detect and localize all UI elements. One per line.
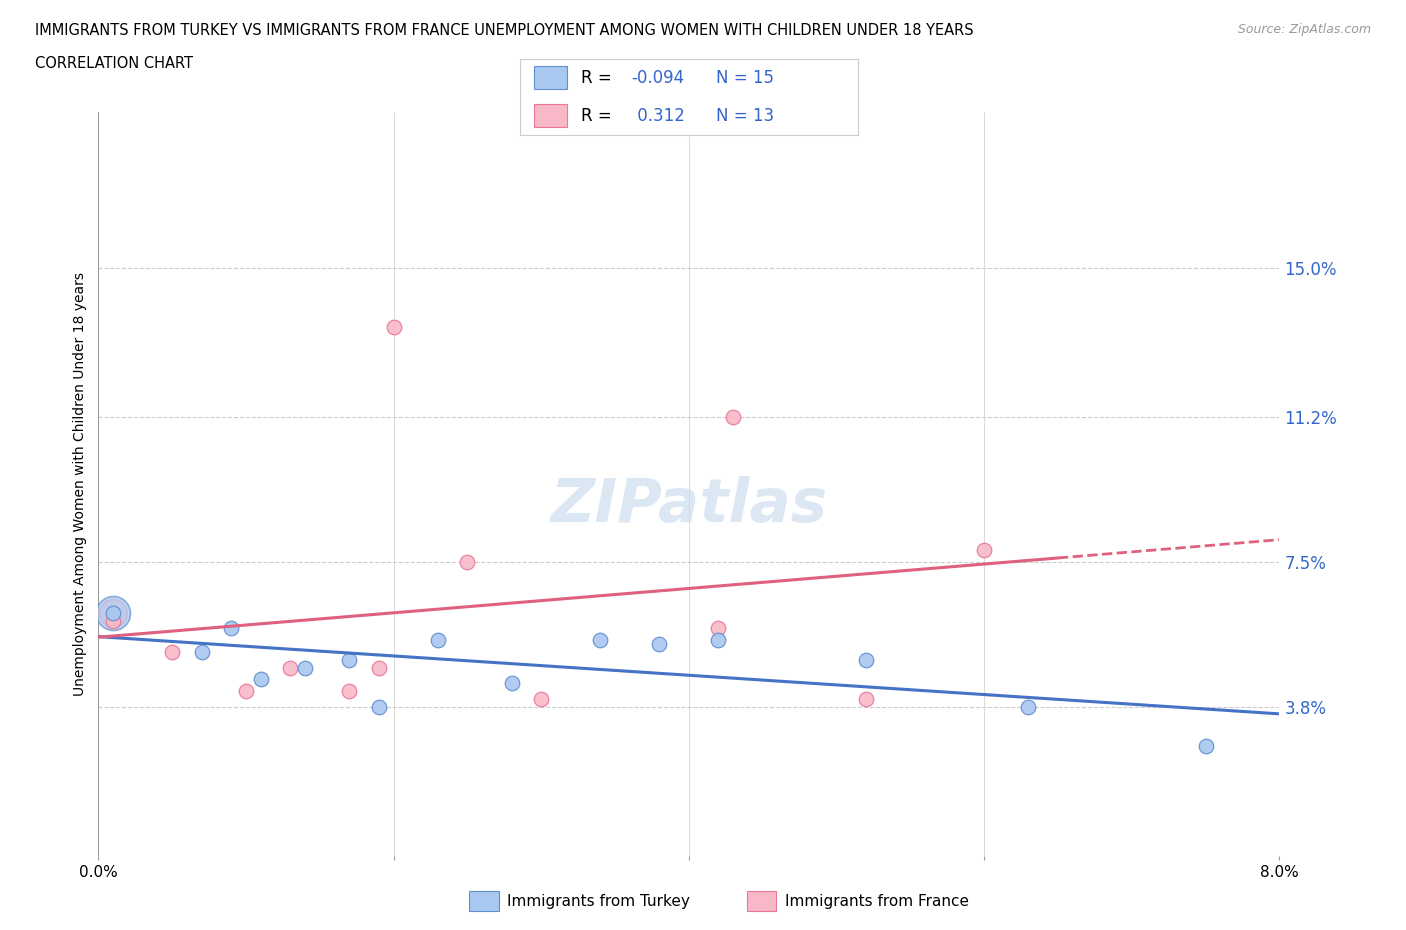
- Point: [337, 684, 360, 698]
- Text: IMMIGRANTS FROM TURKEY VS IMMIGRANTS FROM FRANCE UNEMPLOYMENT AMONG WOMEN WITH C: IMMIGRANTS FROM TURKEY VS IMMIGRANTS FRO…: [35, 23, 974, 38]
- Point: [367, 660, 389, 675]
- Point: [530, 692, 553, 707]
- Point: [278, 660, 301, 675]
- Text: Source: ZipAtlas.com: Source: ZipAtlas.com: [1237, 23, 1371, 36]
- Y-axis label: Unemployment Among Women with Children Under 18 years: Unemployment Among Women with Children U…: [73, 272, 87, 696]
- Point: [1194, 738, 1216, 753]
- Text: N = 15: N = 15: [716, 69, 773, 86]
- Point: [382, 320, 405, 335]
- Point: [162, 644, 183, 659]
- Point: [103, 605, 124, 620]
- Point: [707, 621, 730, 636]
- Text: N = 13: N = 13: [716, 107, 775, 125]
- Point: [456, 554, 478, 569]
- Point: [648, 637, 671, 652]
- Text: Immigrants from Turkey: Immigrants from Turkey: [508, 894, 690, 909]
- FancyBboxPatch shape: [470, 891, 499, 911]
- Text: -0.094: -0.094: [631, 69, 685, 86]
- Point: [235, 684, 257, 698]
- Point: [707, 632, 730, 647]
- FancyBboxPatch shape: [534, 66, 568, 89]
- Point: [501, 676, 523, 691]
- Point: [721, 409, 744, 424]
- FancyBboxPatch shape: [747, 891, 776, 911]
- Point: [103, 613, 124, 628]
- Point: [589, 632, 612, 647]
- Text: R =: R =: [581, 107, 617, 125]
- Point: [103, 605, 124, 620]
- Point: [426, 632, 449, 647]
- Text: 0.312: 0.312: [631, 107, 685, 125]
- Point: [219, 621, 242, 636]
- Text: CORRELATION CHART: CORRELATION CHART: [35, 56, 193, 71]
- Point: [855, 692, 877, 707]
- Point: [1017, 699, 1039, 714]
- Text: ZIPatlas: ZIPatlas: [550, 476, 828, 536]
- Point: [103, 605, 124, 620]
- Point: [191, 644, 214, 659]
- FancyBboxPatch shape: [534, 104, 568, 127]
- Point: [855, 652, 877, 667]
- Point: [973, 543, 995, 558]
- Point: [250, 672, 273, 687]
- Text: R =: R =: [581, 69, 617, 86]
- Point: [367, 699, 389, 714]
- Point: [337, 652, 360, 667]
- Text: Immigrants from France: Immigrants from France: [785, 894, 969, 909]
- Point: [294, 660, 316, 675]
